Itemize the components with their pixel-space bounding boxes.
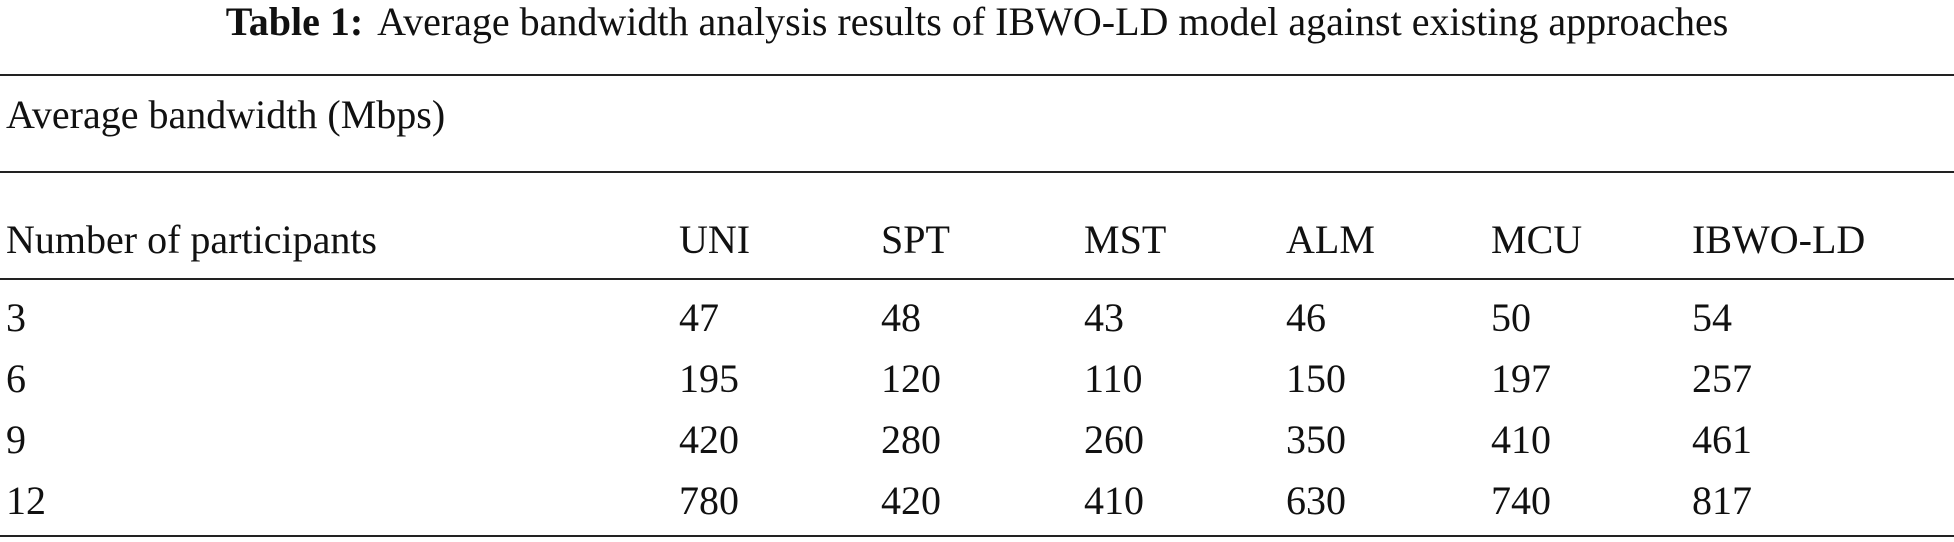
table-cell: 410	[1084, 478, 1144, 523]
table-cell: 150	[1286, 356, 1346, 401]
table-caption: Average bandwidth (Mbps)	[6, 92, 446, 137]
table-cell: 197	[1491, 356, 1551, 401]
header-cell: Number of participants	[6, 217, 377, 262]
header-cell: IBWO-LD	[1692, 217, 1866, 262]
table-cell: 257	[1692, 356, 1752, 401]
table-cell: 350	[1286, 417, 1346, 462]
table-cell: 110	[1084, 356, 1143, 401]
table-cell: 260	[1084, 417, 1144, 462]
header-cell: UNI	[679, 217, 751, 262]
table-cell: 3	[6, 295, 26, 340]
table-cell: 9	[6, 417, 26, 462]
table-cell: 54	[1692, 295, 1732, 340]
table-cell: 48	[881, 295, 921, 340]
rule	[0, 535, 1954, 537]
table-cell: 817	[1692, 478, 1752, 523]
rule	[0, 171, 1954, 173]
rule	[0, 74, 1954, 76]
table-cell: 280	[881, 417, 941, 462]
header-cell: ALM	[1286, 217, 1375, 262]
table-label: Table 1:	[225, 0, 364, 44]
table-cell: 780	[679, 478, 739, 523]
table-cell: 120	[881, 356, 941, 401]
table-cell: 6	[6, 356, 26, 401]
table-title-text: Average bandwidth analysis results of IB…	[377, 0, 1729, 44]
table-cell: 50	[1491, 295, 1531, 340]
table-cell: 43	[1084, 295, 1124, 340]
table-cell: 420	[881, 478, 941, 523]
table-cell: 461	[1692, 417, 1752, 462]
table-cell: 12	[6, 478, 46, 523]
table-title: Table 1: Average bandwidth analysis resul…	[0, 0, 1954, 44]
table-cell: 740	[1491, 478, 1551, 523]
header-cell: MCU	[1491, 217, 1583, 262]
table-cell: 410	[1491, 417, 1551, 462]
header-cell: SPT	[881, 217, 950, 262]
table-cell: 630	[1286, 478, 1346, 523]
table-cell: 195	[679, 356, 739, 401]
header-cell: MST	[1084, 217, 1167, 262]
table-cell: 47	[679, 295, 719, 340]
table-cell: 420	[679, 417, 739, 462]
table-cell: 46	[1286, 295, 1326, 340]
rule	[0, 278, 1954, 280]
